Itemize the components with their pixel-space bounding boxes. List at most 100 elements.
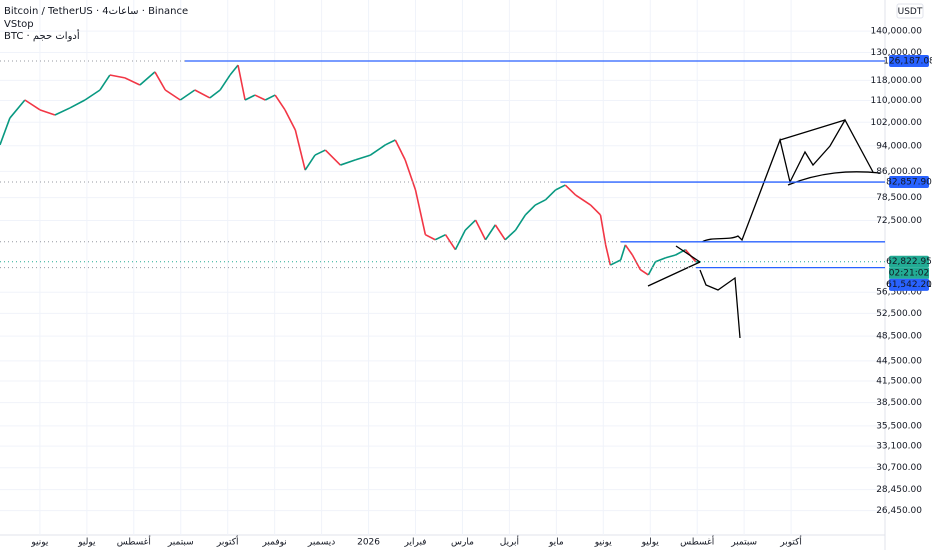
x-tick-label: أغسطس xyxy=(117,536,151,548)
price-segment xyxy=(154,71,166,91)
price-segment xyxy=(314,149,326,156)
x-tick-label: يونيو xyxy=(594,538,613,548)
price-segment xyxy=(194,89,211,99)
x-tick-label: مايو xyxy=(548,538,564,548)
price-segment xyxy=(294,129,306,171)
price-segment xyxy=(619,244,627,261)
x-tick-label: مارس xyxy=(451,538,474,548)
x-tick-label: أبريل xyxy=(500,536,519,548)
price-segment xyxy=(504,229,517,241)
price-segment xyxy=(139,71,156,86)
x-tick-label: أكتوبر xyxy=(216,536,239,548)
price-segment xyxy=(604,244,612,266)
price-segment xyxy=(647,261,657,276)
price-segment xyxy=(69,99,86,109)
price-segment xyxy=(84,89,101,101)
projection-up xyxy=(701,118,874,243)
price-segment xyxy=(564,184,577,196)
price-segment xyxy=(394,139,406,161)
drawings xyxy=(647,118,881,339)
price-segment xyxy=(244,94,256,101)
price-segment xyxy=(414,189,427,235)
level-tag-bg xyxy=(889,55,929,68)
price-segment xyxy=(304,154,316,171)
last-price-tag-bg xyxy=(889,255,929,268)
x-tick-label: فبراير xyxy=(404,538,427,548)
wedge xyxy=(779,119,881,186)
price-segment xyxy=(444,234,457,251)
volume-label: BTC · أدوات حجم xyxy=(4,31,80,42)
currency-badge xyxy=(896,3,924,19)
last-price-tag: 62,822.95 xyxy=(886,257,932,267)
price-segment xyxy=(424,234,436,241)
price-segment xyxy=(514,214,527,231)
price-segment xyxy=(385,139,396,146)
y-tick-label: 78,500.00 xyxy=(876,193,922,203)
price-segment xyxy=(209,89,221,99)
price-segment xyxy=(494,224,506,241)
price-segment xyxy=(474,219,487,241)
countdown: 02:21:02 xyxy=(889,269,929,279)
countdown-bg xyxy=(889,267,929,279)
level-tag: 61,542.20 xyxy=(886,280,932,290)
currency: USDT xyxy=(898,7,923,17)
y-tick-label: 140,000.00 xyxy=(870,27,922,37)
price-segment xyxy=(524,204,536,216)
price-segment xyxy=(675,248,686,256)
price-segment xyxy=(124,77,141,86)
price-segment xyxy=(599,214,607,246)
x-tick-label: أغسطس xyxy=(680,536,714,548)
y-tick-label: 30,700.00 xyxy=(876,463,922,473)
y-tick-label: 44,500.00 xyxy=(876,356,922,366)
price-segment xyxy=(109,74,126,79)
y-tick-label: 52,500.00 xyxy=(876,309,922,319)
price-segment xyxy=(237,64,246,101)
x-tick-label: ديسمبر xyxy=(307,538,335,548)
x-tick-label: أكتوبر xyxy=(779,536,802,548)
y-tick-label: 28,450.00 xyxy=(876,485,922,495)
price-segment xyxy=(0,117,11,146)
y-tick-label: 56,500.00 xyxy=(876,288,922,298)
x-tick-label: 2026 xyxy=(357,538,380,548)
level-tag: 126,187.08 xyxy=(883,57,932,67)
price-segment xyxy=(609,259,622,266)
price-segment xyxy=(324,149,341,166)
y-tick-label: 33,100.00 xyxy=(876,442,922,452)
x-tick-label: نوفمبر xyxy=(261,538,286,548)
triangle xyxy=(647,245,701,287)
y-tick-label: 94,000.00 xyxy=(876,141,922,151)
price-segment xyxy=(340,159,356,166)
x-tick-label: سبتمبر xyxy=(730,538,757,548)
y-tick-label: 26,450.00 xyxy=(876,506,922,516)
price-segment xyxy=(555,184,566,191)
y-tick-label: 48,500.00 xyxy=(876,332,922,342)
price-segment xyxy=(534,199,546,206)
price-segment xyxy=(229,64,239,76)
price-segment xyxy=(179,89,196,101)
x-tick-label: يونيو xyxy=(30,538,49,548)
price-segment xyxy=(544,189,556,201)
price-segment xyxy=(484,224,496,241)
price-segment xyxy=(624,244,634,256)
indicator: VStop xyxy=(4,19,34,30)
price-segment xyxy=(369,144,386,156)
price-segment xyxy=(665,254,676,259)
y-tick-label: 118,000.00 xyxy=(870,76,922,86)
level-tag-bg xyxy=(889,176,929,189)
level-tag: 82,857.90 xyxy=(886,178,932,188)
price-segment xyxy=(24,99,41,111)
price-segment xyxy=(54,107,71,116)
price-segment xyxy=(454,229,466,251)
price-segment xyxy=(590,204,602,216)
y-tick-label: 72,500.00 xyxy=(876,216,922,226)
x-tick-label: سبتمبر xyxy=(167,538,194,548)
y-tick-label: 130,000.00 xyxy=(870,48,922,58)
y-tick-label: 86,000.00 xyxy=(876,167,922,177)
price-segment xyxy=(9,99,26,119)
y-tick-label: 41,500.00 xyxy=(876,377,922,387)
price-segment xyxy=(164,89,181,101)
price-segment xyxy=(464,219,477,231)
projection-down xyxy=(699,269,741,339)
